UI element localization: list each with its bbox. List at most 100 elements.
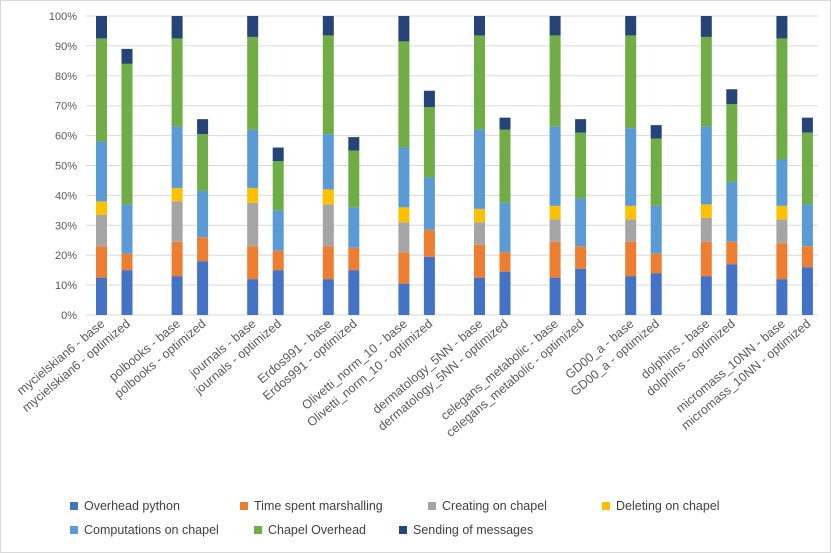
- bar-segment: [247, 246, 259, 280]
- bar-segment: [801, 267, 813, 315]
- bar-segment: [197, 134, 209, 191]
- bar-segment: [726, 264, 738, 315]
- bar-segment: [625, 219, 637, 242]
- bar-segment: [726, 89, 738, 105]
- legend-item-creating-on-chapel: Creating on chapel: [428, 499, 602, 513]
- bar-segment: [474, 208, 485, 223]
- bar-segment: [474, 244, 485, 278]
- bar-segment: [776, 159, 788, 206]
- bar-segment: [96, 38, 107, 142]
- bar-segment: [272, 250, 284, 271]
- bar-segment: [96, 141, 107, 202]
- bar-segment: [398, 41, 410, 148]
- legend-swatch: [254, 526, 262, 534]
- bar-segment: [121, 63, 133, 205]
- y-tick-label: 90%: [55, 41, 77, 53]
- legend: Overhead python Time spent marshalling C…: [70, 494, 790, 542]
- bar-segment: [474, 16, 485, 36]
- legend-item-time-spent-marshalling: Time spent marshalling: [240, 499, 428, 513]
- bar-segment: [322, 16, 334, 36]
- bar-segment: [549, 277, 561, 315]
- bars: [96, 16, 813, 315]
- bar-segment: [121, 48, 133, 64]
- legend-item-computations-on-chapel: Computations on chapel: [70, 523, 254, 537]
- bar-segment: [650, 253, 662, 274]
- bar-segment: [171, 201, 183, 242]
- bar-segment: [575, 119, 587, 133]
- legend-label: Computations on chapel: [84, 523, 219, 537]
- bar-segment: [322, 279, 334, 315]
- bar-segment: [171, 241, 183, 277]
- bar-segment: [776, 38, 788, 160]
- bar-segment: [171, 16, 183, 39]
- legend-swatch: [70, 502, 78, 510]
- bar-segment: [423, 256, 435, 315]
- bar-segment: [171, 187, 183, 202]
- bar-segment: [423, 90, 435, 108]
- bar-segment: [398, 207, 410, 223]
- bar-segment: [348, 137, 360, 151]
- bar-segment: [398, 222, 410, 253]
- y-tick-label: 30%: [55, 220, 77, 232]
- legend-item-overhead-python: Overhead python: [70, 499, 240, 513]
- bar-segment: [96, 277, 107, 315]
- bar-segment: [499, 271, 511, 315]
- legend-label: Time spent marshalling: [254, 499, 383, 513]
- bar-segment: [348, 270, 360, 315]
- bar-segment: [398, 147, 410, 208]
- bar-segment: [121, 270, 133, 315]
- bar-segment: [247, 279, 259, 315]
- bar-segment: [625, 276, 637, 315]
- bar-segment: [499, 252, 511, 272]
- bar-segment: [575, 198, 587, 247]
- bar-segment: [247, 202, 259, 247]
- bar-segment: [171, 276, 183, 315]
- y-tick-label: 20%: [55, 250, 77, 262]
- y-tick-label: 0%: [61, 310, 77, 322]
- bar-segment: [700, 204, 712, 218]
- legend-swatch: [70, 526, 78, 534]
- bar-segment: [499, 129, 511, 203]
- legend-label: Sending of messages: [413, 523, 534, 537]
- bar-segment: [121, 253, 133, 271]
- legend-item-chapel-overhead: Chapel Overhead: [254, 523, 399, 537]
- bar-segment: [171, 126, 183, 188]
- legend-label: Creating on chapel: [442, 499, 547, 513]
- bar-segment: [700, 36, 712, 127]
- bar-segment: [247, 16, 259, 37]
- bar-segment: [700, 276, 712, 315]
- bar-segment: [625, 35, 637, 129]
- legend-swatch: [399, 526, 407, 534]
- bar-segment: [625, 205, 637, 220]
- bar-segment: [272, 147, 284, 162]
- bar-segment: [272, 210, 284, 251]
- bar-segment: [96, 201, 107, 215]
- bar-segment: [272, 270, 284, 315]
- bar-segment: [121, 204, 133, 254]
- bar-segment: [650, 125, 662, 139]
- y-tick-label: 10%: [55, 280, 77, 292]
- bar-segment: [171, 38, 183, 127]
- bar-segment: [650, 273, 662, 315]
- legend-item-sending-of-messages: Sending of messages: [399, 523, 533, 537]
- bar-segment: [549, 205, 561, 220]
- bar-segment: [398, 252, 410, 284]
- bar-segment: [348, 207, 360, 248]
- bar-segment: [197, 119, 209, 135]
- bar-segment: [776, 219, 788, 244]
- bar-segment: [499, 117, 511, 130]
- legend-swatch: [240, 502, 248, 510]
- bar-segment: [474, 277, 485, 315]
- bar-segment: [650, 205, 662, 254]
- bar-segment: [575, 246, 587, 269]
- bar-segment: [398, 283, 410, 315]
- legend-swatch: [602, 502, 610, 510]
- bar-segment: [549, 219, 561, 242]
- bar-segment: [726, 181, 738, 242]
- bar-segment: [700, 126, 712, 205]
- bar-segment: [801, 132, 813, 205]
- bar-segment: [776, 205, 788, 220]
- legend-swatch: [428, 502, 436, 510]
